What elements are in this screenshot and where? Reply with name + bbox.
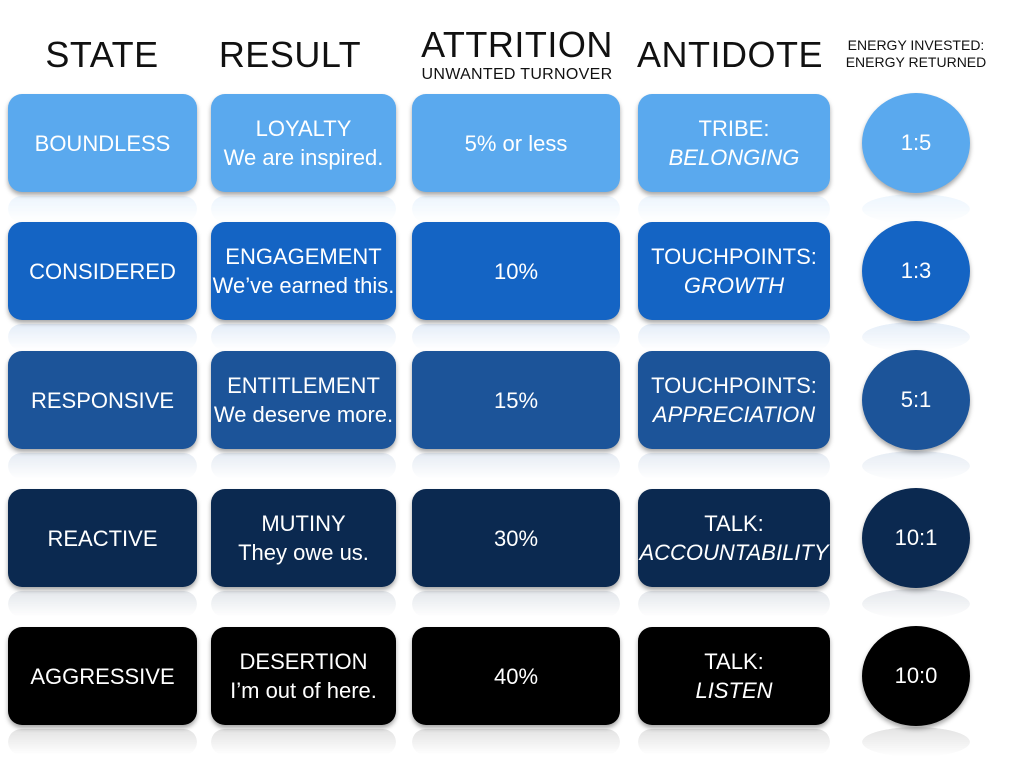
antidote-box: TALK: ACCOUNTABILITY [638,489,830,587]
state-label: CONSIDERED [29,258,176,284]
result-quote: They owe us. [238,540,369,565]
state-box: RESPONSIVE [8,351,197,449]
ratio-label: 10:1 [894,525,938,550]
antidote-box: TOUCHPOINTS: APPRECIATION [638,351,830,449]
state-box: CONSIDERED [8,222,197,320]
attrition-value: 5% or less [464,130,568,156]
result-title: MUTINY [261,511,346,536]
antidote-title: TALK: [704,649,764,674]
result-title: ENGAGEMENT [225,244,382,269]
attrition-box: 5% or less [412,94,620,192]
header-state: STATE [45,34,159,75]
state-box: REACTIVE [8,489,197,587]
reflection [211,453,396,479]
antidote-sub: LISTEN [695,678,773,703]
antidote-title: TALK: [704,511,764,536]
result-quote: I’m out of here. [230,678,377,703]
result-quote: We’ve earned this. [212,273,395,298]
reflection [8,729,197,755]
header-energy-line2: ENERGY RETURNED [845,54,987,70]
attrition-box: 30% [412,489,620,587]
ratio-label: 5:1 [900,387,932,412]
ratio-label: 1:5 [900,130,932,155]
reflection [211,591,396,617]
ratio-circle: 10:0 [862,626,970,726]
state-label: BOUNDLESS [34,130,171,156]
reflection [8,196,197,222]
state-label: AGGRESSIVE [30,663,175,689]
reflection [8,453,197,479]
ratio-circle: 1:5 [862,93,970,193]
ratio-circle-reflection [862,727,970,757]
header-energy: ENERGY INVESTED: ENERGY RETURNED [826,37,1006,71]
ratio-label: 1:3 [900,258,932,283]
reflection [412,453,620,479]
ratio-circle-reflection [862,451,970,481]
state-box: AGGRESSIVE [8,627,197,725]
result-title: ENTITLEMENT [227,373,380,398]
ratio-circle: 1:3 [862,221,970,321]
state-label: RESPONSIVE [30,387,175,413]
antidote-title: TOUCHPOINTS: [651,373,817,398]
ratio-circle-reflection [862,322,970,352]
antidote-sub: ACCOUNTABILITY [639,540,829,565]
antidote-sub: BELONGING [668,145,800,170]
ratio-circle-reflection [862,194,970,224]
ratio-label: 10:0 [894,663,938,688]
reflection [638,196,830,222]
ratio-circle-reflection [862,589,970,619]
reflection [211,196,396,222]
reflection [211,324,396,350]
result-title: DESERTION [239,649,368,674]
attrition-value: 40% [493,663,539,689]
antidote-box: TALK: LISTEN [638,627,830,725]
attrition-box: 10% [412,222,620,320]
reflection [412,324,620,350]
header-antidote: ANTIDOTE [636,34,823,75]
result-quote: We are inspired. [223,145,384,170]
attrition-value: 10% [493,258,539,284]
result-quote: We deserve more. [213,402,394,427]
result-box: ENTITLEMENT We deserve more. [211,351,396,449]
ratio-circle: 10:1 [862,488,970,588]
reflection [638,324,830,350]
result-title: LOYALTY [255,116,352,141]
state-label: REACTIVE [47,525,158,551]
attrition-value: 15% [493,387,539,413]
reflection [638,453,830,479]
reflection [412,196,620,222]
result-box: ENGAGEMENT We’ve earned this. [211,222,396,320]
ratio-circle: 5:1 [862,350,970,450]
result-box: LOYALTY We are inspired. [211,94,396,192]
antidote-title: TOUCHPOINTS: [651,244,817,269]
antidote-box: TRIBE: BELONGING [638,94,830,192]
reflection [8,324,197,350]
header-energy-line1: ENERGY INVESTED: [847,37,985,53]
reflection [638,729,830,755]
result-box: MUTINY They owe us. [211,489,396,587]
reflection [412,729,620,755]
header-result: RESULT [218,34,362,75]
state-box: BOUNDLESS [8,94,197,192]
result-box: DESERTION I’m out of here. [211,627,396,725]
reflection [211,729,396,755]
antidote-box: TOUCHPOINTS: GROWTH [638,222,830,320]
attrition-box: 15% [412,351,620,449]
antidote-title: TRIBE: [698,116,770,141]
antidote-sub: GROWTH [683,273,785,298]
header-attrition-sub: UNWANTED TURNOVER [421,66,613,83]
reflection [412,591,620,617]
reflection [8,591,197,617]
attrition-value: 30% [493,525,539,551]
header-attrition: ATTRITION [421,24,613,65]
attrition-box: 40% [412,627,620,725]
antidote-sub: APPRECIATION [652,402,816,427]
reflection [638,591,830,617]
